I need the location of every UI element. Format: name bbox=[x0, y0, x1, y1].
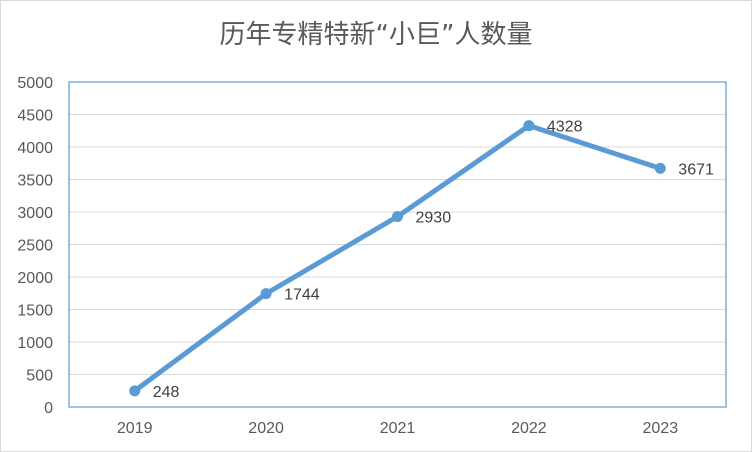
y-tick-label: 1000 bbox=[17, 335, 53, 352]
x-tick-label: 2020 bbox=[248, 420, 284, 437]
x-tick-label: 2022 bbox=[511, 420, 547, 437]
data-point bbox=[392, 211, 403, 223]
y-tick-label: 5000 bbox=[17, 75, 53, 92]
data-point bbox=[129, 385, 141, 397]
y-tick-label: 3500 bbox=[17, 173, 53, 190]
y-tick-label: 3000 bbox=[17, 205, 53, 222]
y-tick-label: 2500 bbox=[17, 238, 53, 255]
data-label: 2930 bbox=[416, 210, 452, 227]
data-point bbox=[523, 120, 535, 132]
x-tick-label: 2021 bbox=[380, 420, 416, 437]
y-tick-label: 4000 bbox=[17, 140, 53, 157]
y-tick-label: 1500 bbox=[17, 303, 53, 320]
series-line bbox=[132, 123, 663, 394]
y-tick-label: 0 bbox=[44, 400, 53, 417]
y-tick-label: 4500 bbox=[17, 108, 53, 125]
data-label: 3671 bbox=[678, 161, 714, 178]
data-label: 248 bbox=[153, 384, 180, 401]
plot-area-border bbox=[68, 81, 727, 408]
y-tick-label: 500 bbox=[26, 368, 53, 385]
data-point bbox=[654, 162, 666, 174]
data-label: 1744 bbox=[284, 287, 320, 304]
x-tick-label: 2023 bbox=[643, 420, 679, 437]
data-point bbox=[260, 288, 272, 300]
y-tick-label: 2000 bbox=[17, 270, 53, 287]
x-tick-label: 2019 bbox=[117, 420, 153, 437]
data-label: 4328 bbox=[547, 119, 583, 136]
chart-title: 历年专精特新“小巨”人数量 bbox=[219, 20, 533, 50]
